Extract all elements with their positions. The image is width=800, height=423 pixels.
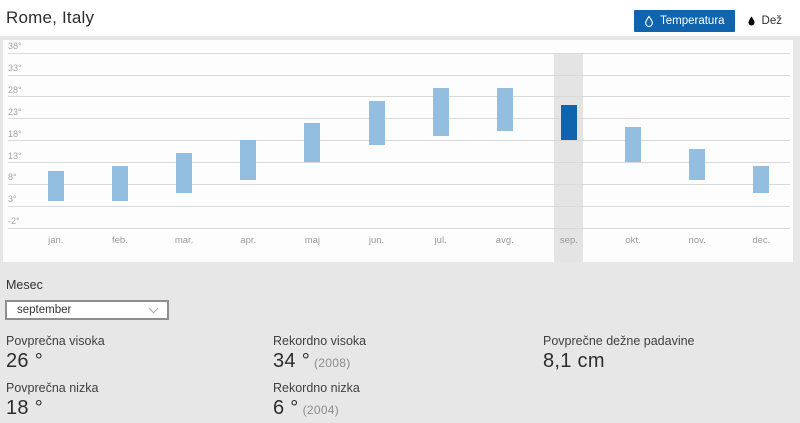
detail-value: 6 ° (2004) <box>273 397 340 419</box>
month-select-dropdown[interactable]: september <box>5 300 169 320</box>
gridline <box>8 205 790 207</box>
month-label-apr: apr. <box>240 235 257 246</box>
droplet-outline-icon <box>644 15 654 28</box>
month-label-dec: dec. <box>752 235 771 246</box>
month-select-label: Mesec <box>6 278 43 292</box>
detail-label: Povprečne dežne padavine <box>543 334 695 348</box>
detail-value: 18 ° <box>6 397 44 419</box>
y-axis-tick-label: 8° <box>8 172 17 183</box>
y-axis-tick-label: 13° <box>8 150 22 161</box>
gridline <box>8 162 790 164</box>
gridline <box>8 118 790 120</box>
gridline <box>8 140 790 142</box>
detail-record-low: Rekordno nizka 6 ° (2004) <box>273 381 360 420</box>
y-axis-tick-label: 23° <box>8 106 22 117</box>
month-label-okt: okt. <box>625 235 641 246</box>
temp-range-bar-apr[interactable] <box>240 140 257 180</box>
y-axis-tick-label: 18° <box>8 128 22 139</box>
y-axis-tick-label: 3° <box>8 194 17 205</box>
detail-value: 8,1 cm <box>543 350 605 372</box>
temperature-toggle-label: Temperatura <box>659 15 725 27</box>
month-label-jan: jan. <box>48 235 64 246</box>
detail-avg-rainfall: Povprečne dežne padavine 8,1 cm <box>543 334 695 373</box>
y-axis-tick-label: 33° <box>8 63 22 74</box>
gridline <box>8 183 790 185</box>
temp-range-bar-feb[interactable] <box>111 166 128 202</box>
temp-range-bar-jun[interactable] <box>368 100 385 145</box>
selected-month-highlight <box>554 53 584 262</box>
detail-label: Povprečna nizka <box>6 381 99 395</box>
chevron-down-icon <box>148 303 159 313</box>
detail-value: 34 ° (2008) <box>273 350 351 372</box>
temp-range-bar-jan[interactable] <box>47 170 64 202</box>
detail-note: (2004) <box>302 403 340 417</box>
gridline <box>8 74 790 76</box>
gridline <box>8 96 790 98</box>
gridline <box>8 52 790 54</box>
temp-range-bar-jul[interactable] <box>432 87 449 136</box>
y-axis-tick-label: -2° <box>8 216 20 227</box>
month-label-feb: feb. <box>112 235 128 246</box>
month-label-nov: nov. <box>688 235 706 246</box>
detail-note: (2008) <box>314 356 351 370</box>
temp-range-bar-nov[interactable] <box>689 148 706 180</box>
detail-record-high: Rekordno visoka 34 ° (2008) <box>273 334 366 373</box>
month-select-value: september <box>17 304 72 316</box>
detail-avg-low: Povprečna nizka 18 ° <box>6 381 98 420</box>
y-axis-tick-label: 38° <box>8 41 22 52</box>
month-label-jun: jun. <box>368 235 385 246</box>
gridline <box>8 227 790 229</box>
temp-range-bar-mar[interactable] <box>176 153 193 193</box>
month-label-avg: avg. <box>495 235 514 246</box>
temp-range-bar-okt[interactable] <box>625 127 642 163</box>
droplet-icon <box>747 15 756 27</box>
month-label-maj: maj <box>304 235 321 246</box>
temp-range-bar-sep[interactable] <box>560 105 577 141</box>
detail-value: 26 ° <box>6 350 44 372</box>
detail-label: Rekordno visoka <box>273 334 367 348</box>
detail-label: Povprečna visoka <box>6 334 105 348</box>
header: Rome, Italy Temperatura Dež <box>0 0 800 36</box>
detail-avg-high: Povprečna visoka 26 ° <box>6 334 105 373</box>
page-title: Rome, Italy <box>6 8 95 27</box>
view-toggle-group: Temperatura Dež <box>633 10 786 32</box>
month-label-sep: sep. <box>559 235 578 246</box>
temperature-toggle-button[interactable]: Temperatura <box>633 10 735 32</box>
temp-range-bar-dec[interactable] <box>753 166 770 193</box>
rain-toggle-label: Dež <box>761 15 782 27</box>
temp-range-bar-avg[interactable] <box>496 87 513 132</box>
month-label-jul: jul. <box>434 235 447 246</box>
rain-toggle-button[interactable]: Dež <box>743 10 786 32</box>
y-axis-tick-label: 28° <box>8 84 22 95</box>
month-label-mar: mar. <box>174 235 194 246</box>
monthly-temperature-chart: 38° 33° 28° 23° 18° 13° 8° 3° -2° jan. feb. mar. apr… <box>3 40 793 262</box>
detail-label: Rekordno nizka <box>273 381 360 395</box>
temp-range-bar-maj[interactable] <box>304 122 321 163</box>
